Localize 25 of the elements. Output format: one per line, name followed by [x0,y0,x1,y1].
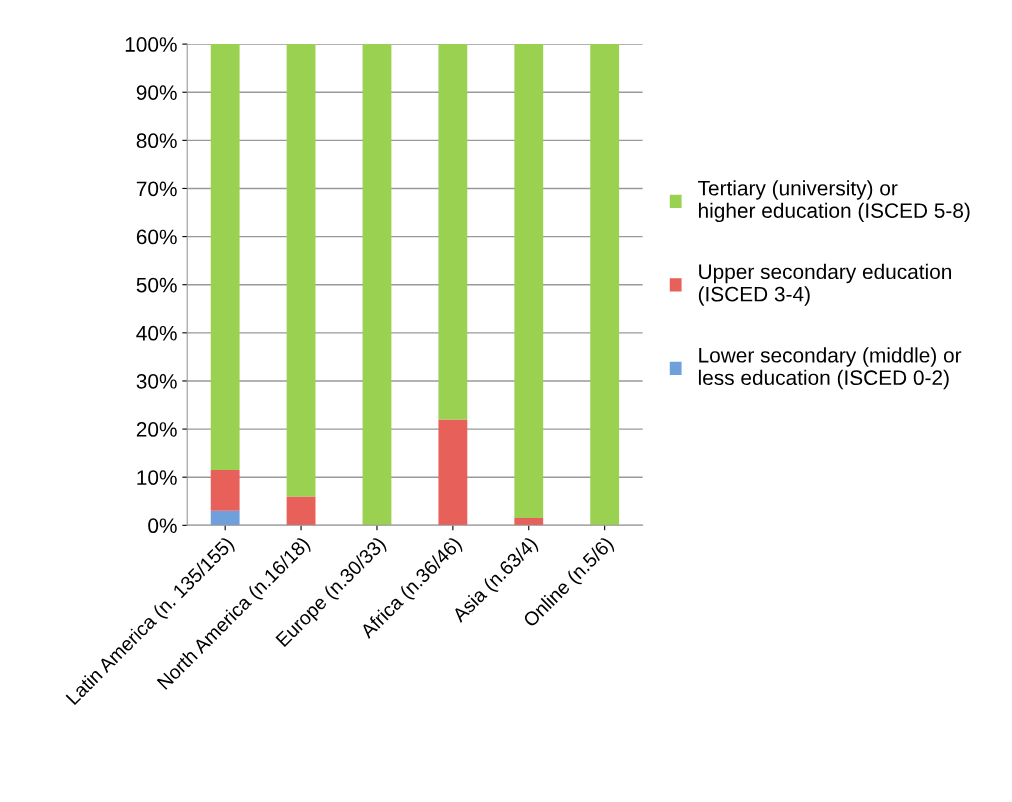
y-tick-label: 40% [136,325,177,341]
bar [438,419,468,526]
bar [362,44,392,526]
y-tick-label: 80% [136,133,177,149]
y-tick-label: 30% [136,373,177,389]
bar [286,44,316,497]
bar [210,44,240,470]
bar [590,44,620,526]
bar [438,44,468,420]
y-tick-label: 0% [148,518,177,534]
bar [514,44,544,519]
bar [210,469,240,511]
y-tick-label: 100% [125,37,177,52]
y-tick-label: 20% [136,422,177,437]
y-tick-label: 50% [136,277,177,293]
y-tick-label: 60% [136,229,177,245]
bar [210,510,240,526]
bar [514,518,544,526]
legend-label: Tertiary (university) or higher education (ISCED 5-8) [698,180,970,223]
bar [286,496,316,526]
y-tick-label: 90% [136,85,177,100]
legend-label: Lower secondary (middle) or less education (ISCED 0-2) [698,347,962,390]
y-tick-label: 10% [137,470,177,485]
y-tick-label: 70% [136,181,177,197]
legend-label: Upper secondary education (ISCED 3-4) [698,263,951,306]
